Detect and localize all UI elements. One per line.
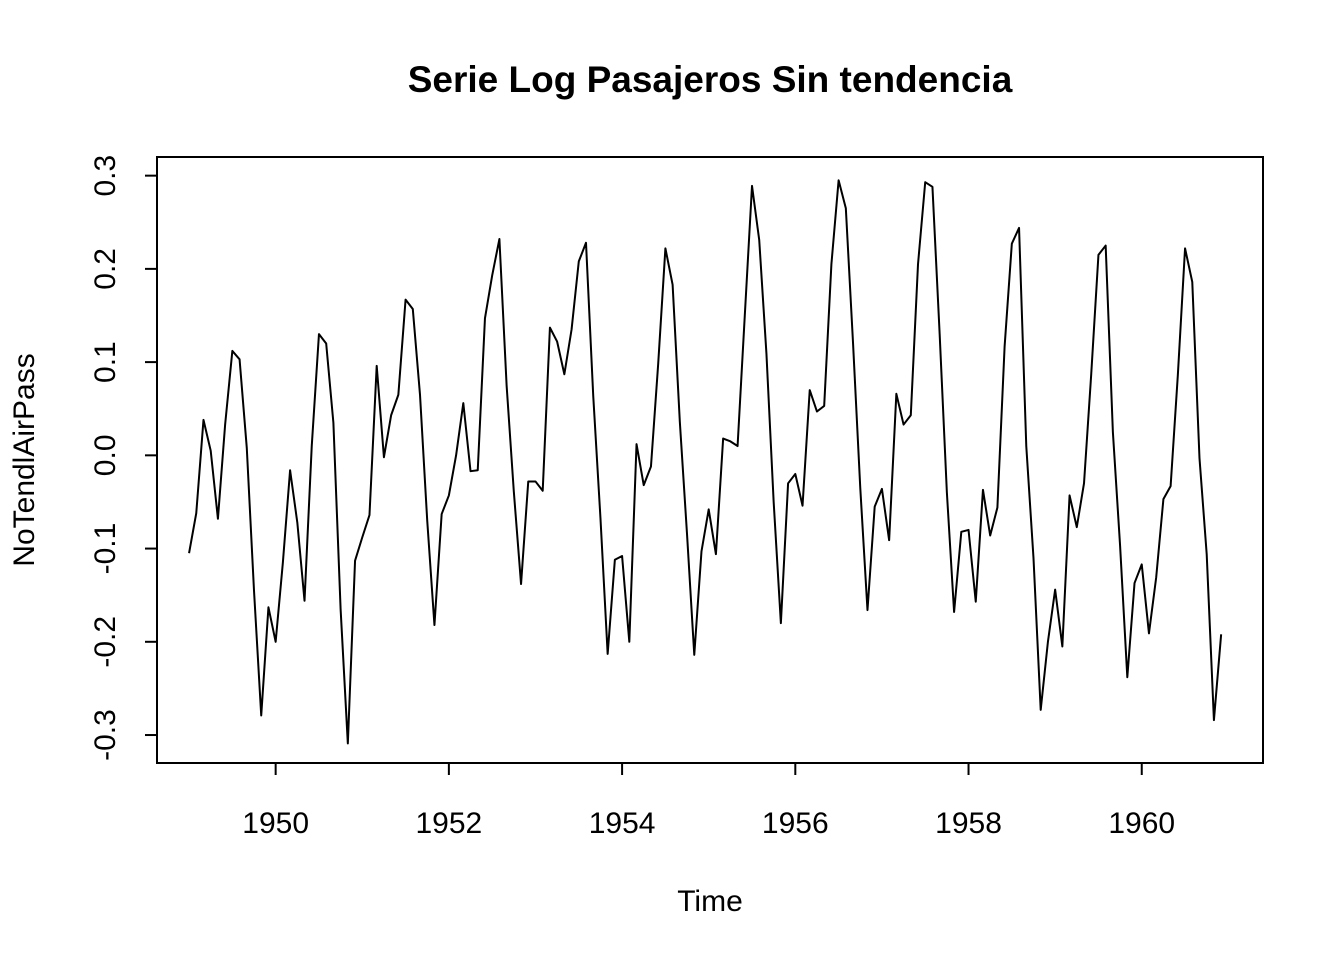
plot-frame: [156, 156, 1264, 764]
x-tick-label: 1950: [242, 807, 309, 840]
y-tick-label: -0.3: [89, 709, 122, 761]
x-tick-label: 1956: [762, 807, 829, 840]
x-tick-label: 1954: [589, 807, 656, 840]
x-axis-label: Time: [677, 885, 743, 918]
y-tick-label: -0.2: [89, 616, 122, 668]
series-line-0: [188, 179, 1223, 745]
x-tick-label: 1960: [1108, 807, 1175, 840]
y-axis: -0.3 -0.2 -0.1 0.0 0.1 0.2 0.3: [89, 155, 158, 761]
x-axis: 1950 1952 1954 1956 1958 1960: [242, 762, 1175, 840]
x-tick-label: 1958: [935, 807, 1002, 840]
y-tick-label: 0.2: [89, 248, 122, 290]
y-tick-label: 0.3: [89, 155, 122, 197]
y-axis-label: NoTendlAirPass: [8, 353, 41, 566]
y-tick-label: -0.1: [89, 523, 122, 575]
y-tick-label: 0.1: [89, 341, 122, 383]
x-tick-label: 1952: [415, 807, 482, 840]
y-tick-label: 0.0: [89, 434, 122, 476]
chart-title: Serie Log Pasajeros Sin tendencia: [408, 59, 1013, 100]
series-group: [188, 179, 1223, 745]
